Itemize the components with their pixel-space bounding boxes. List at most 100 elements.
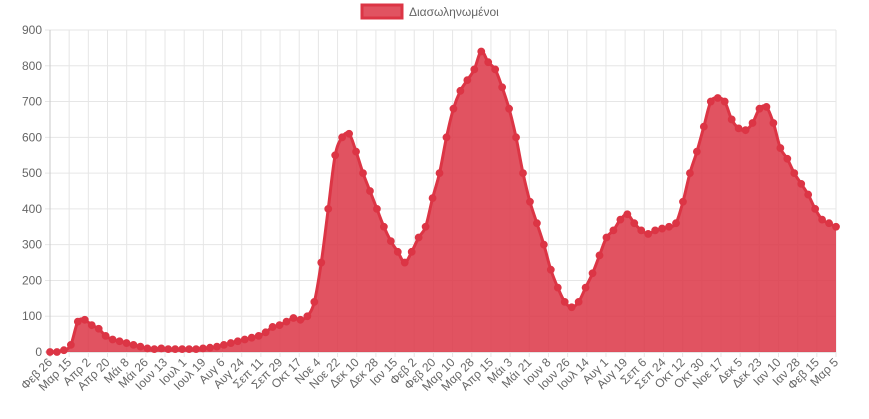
data-point[interactable] — [811, 204, 820, 213]
data-point[interactable] — [699, 122, 708, 131]
data-point[interactable] — [783, 154, 792, 163]
data-point[interactable] — [324, 204, 333, 213]
data-point[interactable] — [331, 151, 340, 160]
data-point[interactable] — [804, 190, 813, 199]
data-point[interactable] — [692, 147, 701, 156]
data-point[interactable] — [463, 76, 472, 84]
data-point[interactable] — [818, 215, 826, 224]
data-point[interactable] — [199, 344, 207, 353]
data-point[interactable] — [679, 197, 687, 206]
data-point[interactable] — [386, 237, 395, 245]
data-point[interactable] — [512, 133, 520, 142]
data-point[interactable] — [108, 335, 117, 344]
data-point[interactable] — [505, 104, 513, 113]
data-point[interactable] — [616, 215, 625, 224]
data-point[interactable] — [157, 344, 166, 353]
data-point[interactable] — [790, 169, 799, 178]
data-point[interactable] — [213, 342, 221, 351]
data-point[interactable] — [240, 335, 249, 344]
data-point[interactable] — [275, 321, 284, 330]
data-point[interactable] — [477, 47, 486, 56]
data-point[interactable] — [595, 251, 604, 260]
data-point[interactable] — [233, 337, 242, 346]
data-point[interactable] — [755, 104, 764, 113]
data-point[interactable] — [442, 133, 451, 142]
data-point[interactable] — [150, 345, 159, 354]
data-point[interactable] — [672, 219, 680, 228]
data-point[interactable] — [185, 345, 194, 354]
data-point[interactable] — [498, 83, 507, 92]
data-point[interactable] — [428, 194, 437, 203]
data-point[interactable] — [178, 345, 187, 354]
data-point[interactable] — [136, 342, 145, 351]
data-point[interactable] — [359, 169, 367, 178]
data-point[interactable] — [289, 314, 298, 322]
data-point[interactable] — [644, 230, 653, 238]
data-point[interactable] — [60, 346, 68, 355]
data-point[interactable] — [352, 147, 360, 156]
data-point[interactable] — [66, 340, 75, 349]
data-point[interactable] — [720, 97, 729, 106]
data-point[interactable] — [94, 324, 103, 333]
data-point[interactable] — [317, 258, 326, 267]
data-point[interactable] — [609, 226, 618, 235]
data-point[interactable] — [393, 247, 402, 256]
data-point[interactable] — [713, 94, 722, 102]
data-point[interactable] — [366, 187, 374, 195]
data-point[interactable] — [748, 119, 757, 127]
data-point[interactable] — [435, 169, 444, 178]
data-point[interactable] — [651, 226, 660, 235]
data-point[interactable] — [46, 348, 54, 356]
data-point[interactable] — [268, 323, 277, 331]
data-point[interactable] — [539, 240, 548, 249]
data-point[interactable] — [414, 233, 423, 242]
data-point[interactable] — [164, 345, 173, 354]
data-point[interactable] — [449, 104, 458, 113]
data-point[interactable] — [400, 258, 409, 267]
data-point[interactable] — [296, 315, 305, 324]
data-point[interactable] — [567, 303, 576, 312]
data-point[interactable] — [73, 317, 82, 326]
data-point[interactable] — [219, 340, 228, 349]
data-point[interactable] — [338, 133, 347, 142]
data-point[interactable] — [630, 219, 639, 228]
data-point[interactable] — [470, 65, 479, 74]
data-point[interactable] — [553, 283, 562, 292]
data-point[interactable] — [686, 169, 694, 178]
data-point[interactable] — [171, 345, 180, 354]
data-point[interactable] — [665, 222, 673, 231]
data-point[interactable] — [80, 315, 89, 324]
data-point[interactable] — [832, 222, 840, 231]
data-point[interactable] — [122, 339, 131, 347]
data-point[interactable] — [623, 210, 632, 219]
data-point[interactable] — [456, 86, 465, 95]
data-point[interactable] — [769, 119, 778, 127]
data-point[interactable] — [421, 222, 430, 231]
data-point[interactable] — [741, 126, 750, 135]
data-point[interactable] — [797, 179, 806, 188]
data-point[interactable] — [143, 344, 152, 353]
data-point[interactable] — [519, 169, 527, 178]
data-point[interactable] — [87, 321, 96, 330]
data-point[interactable] — [602, 233, 611, 242]
data-point[interactable] — [727, 115, 736, 124]
data-point[interactable] — [373, 204, 381, 213]
data-point[interactable] — [658, 224, 667, 233]
data-point[interactable] — [560, 298, 569, 306]
data-point[interactable] — [261, 328, 270, 337]
data-point[interactable] — [533, 219, 541, 228]
data-point[interactable] — [706, 97, 715, 106]
data-point[interactable] — [407, 247, 416, 256]
data-point[interactable] — [588, 269, 597, 278]
data-point[interactable] — [129, 340, 138, 349]
legend[interactable]: Διασωληνωμένοι — [360, 3, 499, 20]
data-point[interactable] — [379, 222, 388, 231]
data-point[interactable] — [247, 333, 256, 342]
data-point[interactable] — [115, 337, 124, 346]
data-point[interactable] — [574, 298, 583, 306]
data-point[interactable] — [53, 348, 61, 356]
data-point[interactable] — [637, 226, 646, 235]
data-point[interactable] — [825, 219, 833, 228]
data-point[interactable] — [546, 265, 555, 274]
data-point[interactable] — [484, 58, 493, 67]
